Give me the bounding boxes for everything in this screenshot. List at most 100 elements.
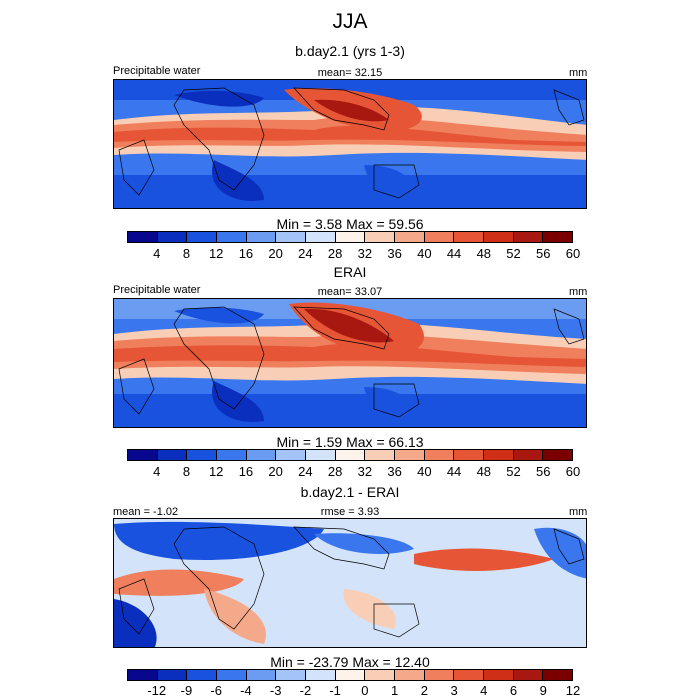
south-africa-dry-region <box>212 381 264 422</box>
colorbar-1-tick-label: 12 <box>208 246 224 261</box>
colorbar-2-tick-label: 32 <box>357 464 373 479</box>
colorbar-2-tick-label: 60 <box>565 464 581 479</box>
colorbar-1-tick-label: 4 <box>153 246 161 261</box>
colorbar-1-tick-label: 24 <box>298 246 313 261</box>
colorbar-3-tick-label: -3 <box>269 683 282 698</box>
coastlines <box>118 526 585 638</box>
colorbar-1-swatch-11 <box>454 232 485 242</box>
colorbar-2-swatch-12 <box>484 450 514 460</box>
panel-2-units-label: mm <box>569 286 588 298</box>
asia-outline <box>293 526 390 570</box>
colorbar-3-swatch-1 <box>157 670 188 680</box>
colorbar-1-tick-label: 32 <box>357 246 373 261</box>
colorbar-3-swatch-9 <box>395 670 425 680</box>
colorbar-2-swatch-11 <box>454 450 485 460</box>
asia-negative-anomaly <box>314 533 414 554</box>
colorbar-2-swatch-1 <box>157 450 188 460</box>
colorbar-2-swatch-13 <box>513 450 544 460</box>
colorbar-2-swatch-6 <box>306 450 336 460</box>
south-africa-positive-anomaly <box>204 589 266 644</box>
panel-3-minmax: Min = -23.79 Max = 12.40 <box>270 654 430 670</box>
colorbar-2-tick-label: 36 <box>387 464 402 479</box>
sahara-dry-region <box>174 90 264 107</box>
colorbar-1-swatch-13 <box>513 232 544 242</box>
south-america-outline <box>118 139 155 196</box>
colorbar-1-tick-label: 20 <box>268 246 283 261</box>
colorbar-1-swatch-0 <box>128 232 158 242</box>
panel-2-title: ERAI <box>333 264 367 280</box>
colorbar-3-swatch-2 <box>187 670 218 680</box>
asian-monsoon-max <box>314 99 389 122</box>
map-south-band <box>114 394 586 427</box>
panel-3-map <box>113 518 587 648</box>
colorbar-2-tick-label: 44 <box>446 464 462 479</box>
colorbar-2-tick-label: 24 <box>298 464 313 479</box>
page-title: JJA <box>332 10 368 33</box>
colorbar-1-swatch-12 <box>484 232 514 242</box>
colorbar-2-tick-label: 16 <box>238 464 254 479</box>
south-africa-dry-region <box>212 160 264 201</box>
panel-1-map-svg <box>114 80 586 208</box>
panel-3-units-label: mm <box>569 506 588 518</box>
colorbar-1-swatch-6 <box>306 232 336 242</box>
colorbar-1-tick-label: 44 <box>446 246 462 261</box>
colorbar-1-swatch-10 <box>424 232 455 242</box>
colorbar-1-swatch-3 <box>217 232 247 242</box>
colorbar-3-swatch-11 <box>454 670 485 680</box>
colorbar-2 <box>127 449 573 461</box>
central-america-outline <box>553 89 585 126</box>
colorbar-1-tick-label: 56 <box>536 246 551 261</box>
panel-2-variable-label: Precipitable water <box>113 284 201 296</box>
panel-2-mean-label: mean= 33.07 <box>317 286 383 298</box>
colorbar-2-ticks: 4 8 12 16 20 24 28 32 36 40 44 48 52 56 60 <box>127 464 580 480</box>
colorbar-2-swatch-2 <box>187 450 218 460</box>
colorbar-2-tick-label: 40 <box>417 464 432 479</box>
panel-2-map <box>113 298 587 428</box>
tropical-moisture-core <box>114 344 586 367</box>
northern-negative-anomaly <box>114 521 324 560</box>
colorbar-2-swatch-3 <box>217 450 247 460</box>
sahara-dry-region <box>174 307 264 324</box>
colorbar-3-tick-label: 6 <box>509 683 518 698</box>
colorbar-3-swatch-12 <box>484 670 514 680</box>
panel-1-minmax: Min = 3.58 Max = 59.56 <box>276 216 424 232</box>
coastlines <box>118 87 585 199</box>
colorbar-2-swatch-0 <box>128 450 158 460</box>
australia-outline <box>373 164 420 199</box>
colorbar-1-tick-label: 48 <box>476 246 492 261</box>
colorbar-1-swatch-7 <box>335 232 366 242</box>
central-america-outline <box>553 308 585 345</box>
colorbar-3-tick-label: -9 <box>180 683 193 698</box>
panel-3-map-svg <box>114 519 586 647</box>
colorbar-2-swatch-7 <box>335 450 366 460</box>
colorbar-3-ticks: -12 -9 -6 -4 -3 -2 -1 0 1 2 3 4 6 9 12 <box>127 683 580 699</box>
map-south-band <box>114 175 586 208</box>
colorbar-2-tick-label: 4 <box>153 464 161 479</box>
colorbar-2-tick-label: 12 <box>208 464 224 479</box>
colorbar-3-tick-label: 2 <box>420 683 428 698</box>
colorbar-2-tick-label: 28 <box>327 464 343 479</box>
panel-3-mean-label: mean = -1.02 <box>113 506 179 518</box>
colorbar-1-tick-label: 16 <box>238 246 254 261</box>
colorbar-3-tick-label: 12 <box>565 683 581 698</box>
panel-3-title: b.day2.1 - ERAI <box>300 484 400 500</box>
colorbar-3-tick-label: 9 <box>539 683 547 698</box>
colorbar-3-tick-label: -6 <box>210 683 222 698</box>
panel-2-minmax: Min = 1.59 Max = 66.13 <box>276 434 424 450</box>
colorbar-1-tick-label: 8 <box>182 246 191 261</box>
africa-outline <box>173 87 265 191</box>
panel-1-variable-label: Precipitable water <box>113 65 201 77</box>
colorbar-3-swatch-8 <box>365 670 396 680</box>
colorbar-2-tick-label: 20 <box>268 464 283 479</box>
south-america-negative-anomaly <box>114 599 157 647</box>
australia-outline <box>373 383 420 418</box>
colorbar-2-tick-label: 48 <box>476 464 492 479</box>
colorbar-3-swatch-6 <box>306 670 336 680</box>
panel-1-map <box>113 79 587 209</box>
panel-1-mean-label: mean= 32.15 <box>317 67 383 79</box>
colorbar-2-swatch-10 <box>424 450 455 460</box>
colorbar-3-tick-label: 1 <box>390 683 399 698</box>
south-america-outline <box>118 578 155 635</box>
colorbar-3-tick-label: 3 <box>450 683 458 698</box>
colorbar-1-tick-label: 60 <box>565 246 581 261</box>
